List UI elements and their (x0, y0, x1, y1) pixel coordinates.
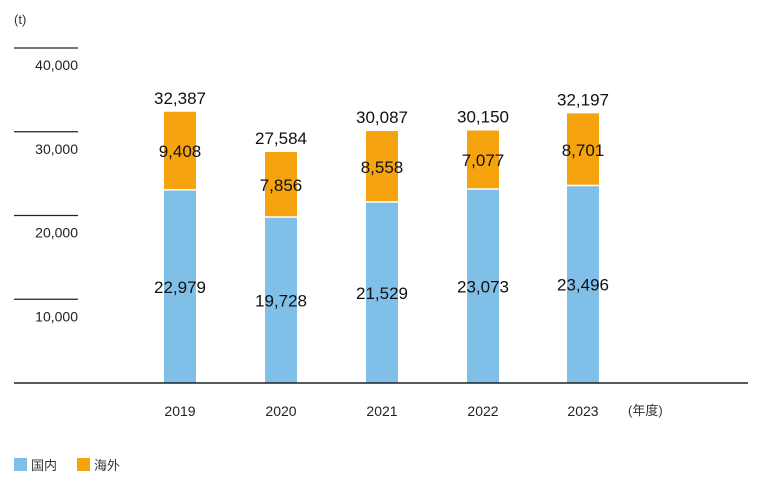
legend-swatch-overseas (77, 458, 91, 471)
data-label-total: 32,197 (557, 90, 609, 109)
legend-item-overseas: 海外 (77, 455, 120, 474)
legend-label-domestic: 国内 (31, 458, 58, 473)
data-label-overseas: 8,701 (562, 141, 605, 160)
data-label-total: 27,584 (255, 129, 307, 148)
bar-domestic-2020 (265, 217, 297, 383)
bar-overseas-2023 (567, 113, 599, 185)
x-tick-label: 2019 (164, 403, 195, 419)
data-label-domestic: 19,728 (255, 291, 307, 310)
bar-domestic-2021 (366, 202, 398, 383)
bar-domestic-2019 (164, 190, 196, 383)
bar-domestic-2022 (467, 189, 499, 383)
data-label-domestic: 23,073 (457, 277, 509, 296)
data-label-overseas: 7,856 (260, 176, 303, 195)
y-tick-label: 40,000 (35, 57, 78, 73)
x-tick-label: 2023 (567, 403, 598, 419)
y-tick-label: 30,000 (35, 141, 78, 157)
data-label-overseas: 8,558 (361, 158, 404, 177)
legend-item-domestic: 国内 (14, 455, 57, 474)
y-unit-label: (t) (14, 12, 26, 27)
bar-overseas-2020 (265, 151, 297, 217)
bar-overseas-2022 (467, 130, 499, 189)
data-label-domestic: 22,979 (154, 278, 206, 297)
legend-swatch-domestic (14, 458, 27, 471)
legend: 国内 海外 (14, 455, 140, 474)
bar-overseas-2019 (164, 111, 196, 190)
data-label-overseas: 9,408 (159, 142, 202, 161)
y-tick-labels: 10,000 20,000 30,000 40,000 (35, 57, 78, 324)
x-unit-label: (年度) (628, 403, 663, 418)
bars (164, 111, 599, 383)
y-gridlines (14, 47, 78, 300)
bar-overseas-2021 (366, 131, 398, 202)
y-tick-label: 20,000 (35, 225, 78, 241)
data-label-total: 30,087 (356, 108, 408, 127)
data-label-total: 32,387 (154, 89, 206, 108)
x-tick-labels: 2019 2020 2021 2022 2023 (164, 403, 598, 419)
x-tick-label: 2022 (467, 403, 498, 419)
x-tick-label: 2021 (366, 403, 397, 419)
y-tick-label: 10,000 (35, 308, 78, 324)
x-tick-label: 2020 (265, 403, 296, 419)
data-label-overseas: 7,077 (462, 151, 505, 170)
data-label-domestic: 23,496 (557, 276, 609, 295)
bar-labels: 22,979 9,408 32,387 19,728 7,856 27,584 21,529… (154, 89, 609, 311)
bar-domestic-2023 (567, 186, 599, 383)
legend-label-overseas: 海外 (94, 458, 121, 473)
data-label-domestic: 21,529 (356, 284, 408, 303)
data-label-total: 30,150 (457, 107, 509, 126)
